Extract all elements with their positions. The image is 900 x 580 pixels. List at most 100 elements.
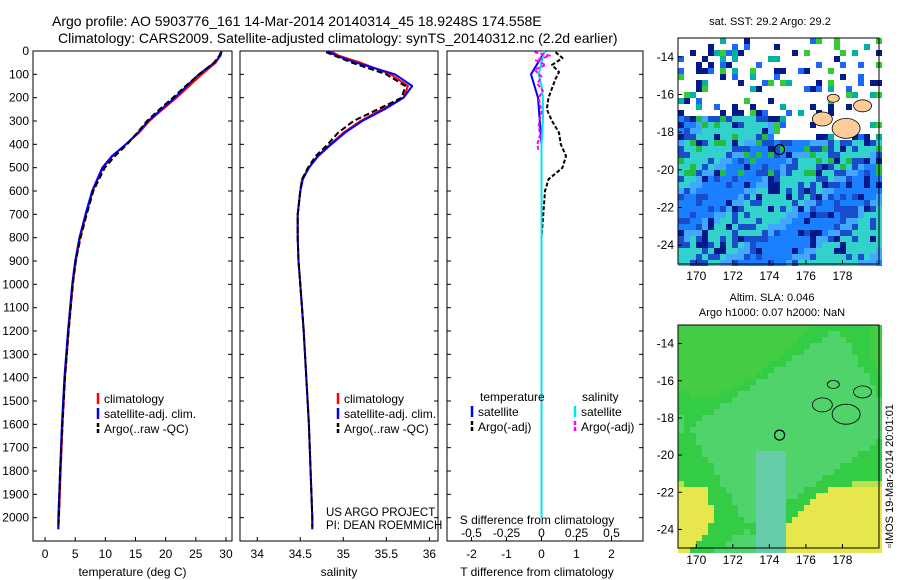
- sla-map-cell: [678, 331, 684, 337]
- temp-y-tick-label: 1600: [2, 417, 29, 431]
- sla-map-cell: [804, 493, 810, 499]
- sla-map-cell: [678, 373, 684, 379]
- sst-map-cell: [792, 74, 798, 80]
- sst-map-cell: [684, 176, 690, 182]
- sla-map-cell: [822, 547, 828, 553]
- sla-map-cell: [786, 511, 792, 517]
- sst-map-cell: [840, 56, 846, 62]
- sst-map-cell: [792, 254, 798, 260]
- sst-map-cell: [708, 254, 714, 260]
- sla-map-cell: [864, 415, 870, 421]
- sst-map-cell: [690, 164, 696, 170]
- sla-map-cell: [852, 361, 858, 367]
- sla-map-cell: [870, 445, 876, 451]
- sst-map-cell: [864, 56, 870, 62]
- sla-map-cell: [726, 379, 732, 385]
- temp-y-tick-label: 700: [9, 207, 29, 221]
- sst-map-cell: [696, 152, 702, 158]
- sst-map-cell: [810, 176, 816, 182]
- sla-map-cell: [804, 343, 810, 349]
- sla-map-cell: [810, 349, 816, 355]
- sla-map-cell: [852, 397, 858, 403]
- sla-map-cell: [762, 469, 768, 475]
- sst-map-cell: [846, 182, 852, 188]
- sst-map-cell: [780, 260, 786, 266]
- sla-map-cell: [798, 535, 804, 541]
- sst-map-cell: [756, 254, 762, 260]
- sst-map-cell: [870, 236, 876, 242]
- sst-map-cell: [726, 44, 732, 50]
- sla-map-cell: [684, 433, 690, 439]
- sst-map-cell: [780, 188, 786, 194]
- sla-map-cell: [774, 367, 780, 373]
- sst-map-cell: [828, 68, 834, 74]
- sla-map-cell: [834, 481, 840, 487]
- sst-map-cell: [708, 206, 714, 212]
- sla-map-cell: [858, 469, 864, 475]
- sla-map-cell: [870, 547, 876, 553]
- sst-map-cell: [732, 200, 738, 206]
- sla-map-cell: [678, 445, 684, 451]
- sla-map-cell: [810, 541, 816, 547]
- sst-map-cell: [684, 212, 690, 218]
- sla-map-cell: [732, 337, 738, 343]
- sla-map-cell: [852, 379, 858, 385]
- sst-map-cell: [816, 218, 822, 224]
- sst-map-cell: [786, 164, 792, 170]
- sst-map-cell: [708, 182, 714, 188]
- sla-map-cell: [756, 343, 762, 349]
- sla-map-cell: [780, 547, 786, 553]
- sst-map-cell: [756, 230, 762, 236]
- sst-map-cell: [798, 74, 804, 80]
- sla-map-cell: [678, 505, 684, 511]
- sla-map-cell: [750, 367, 756, 373]
- sst-map-cell: [822, 44, 828, 50]
- sst-map-cell: [744, 116, 750, 122]
- sst-map-cell: [852, 224, 858, 230]
- diff-s-tick-label: 0: [538, 526, 545, 540]
- sst-map-cell: [810, 92, 816, 98]
- sst-map-cell: [690, 206, 696, 212]
- sst-map-cell: [798, 80, 804, 86]
- sla-map-cell: [756, 481, 762, 487]
- sst-map-cell: [744, 74, 750, 80]
- sst-map-cell: [690, 182, 696, 188]
- sst-map-cell: [786, 224, 792, 230]
- sst-map-cell: [846, 38, 852, 44]
- sla-map-title-1: Altim. SLA: 0.046: [730, 292, 815, 304]
- sla-map-cell: [762, 517, 768, 523]
- sst-map-cell: [732, 152, 738, 158]
- sla-map-cell: [762, 409, 768, 415]
- sla-map-cell: [822, 373, 828, 379]
- sla-map-cell: [756, 415, 762, 421]
- sla-map-cell: [828, 349, 834, 355]
- sla-map-cell: [840, 343, 846, 349]
- sla-map-cell: [774, 397, 780, 403]
- sst-map-cell: [810, 110, 816, 116]
- sst-map-cell: [792, 122, 798, 128]
- sla-map-cell: [810, 325, 816, 331]
- sst-map-cell: [678, 86, 684, 92]
- sla-map-cell: [846, 463, 852, 469]
- sla-map-cell: [696, 529, 702, 535]
- sla-map-cell: [804, 451, 810, 457]
- sla-map-cell: [852, 517, 858, 523]
- sla-map-cell: [810, 511, 816, 517]
- sla-map-cell: [732, 475, 738, 481]
- sla-map-cell: [792, 511, 798, 517]
- sst-map-cell: [786, 188, 792, 194]
- sst-map-cell: [846, 254, 852, 260]
- sla-map-cell: [840, 499, 846, 505]
- sst-map-cell: [828, 122, 834, 128]
- sst-map-cell: [822, 68, 828, 74]
- temp-legend-climatology-label: climatology: [104, 392, 164, 406]
- sst-map-cell: [810, 212, 816, 218]
- sst-map-cell: [870, 50, 876, 56]
- sst-map-cell: [696, 200, 702, 206]
- diff-legend-temp-argo-label: Argo(-adj): [478, 420, 531, 434]
- sla-map-cell: [720, 355, 726, 361]
- diff-x-tick-label: -1: [501, 547, 512, 561]
- sst-map-cell: [720, 212, 726, 218]
- sla-map-cell: [858, 445, 864, 451]
- sst-map-cell: [744, 248, 750, 254]
